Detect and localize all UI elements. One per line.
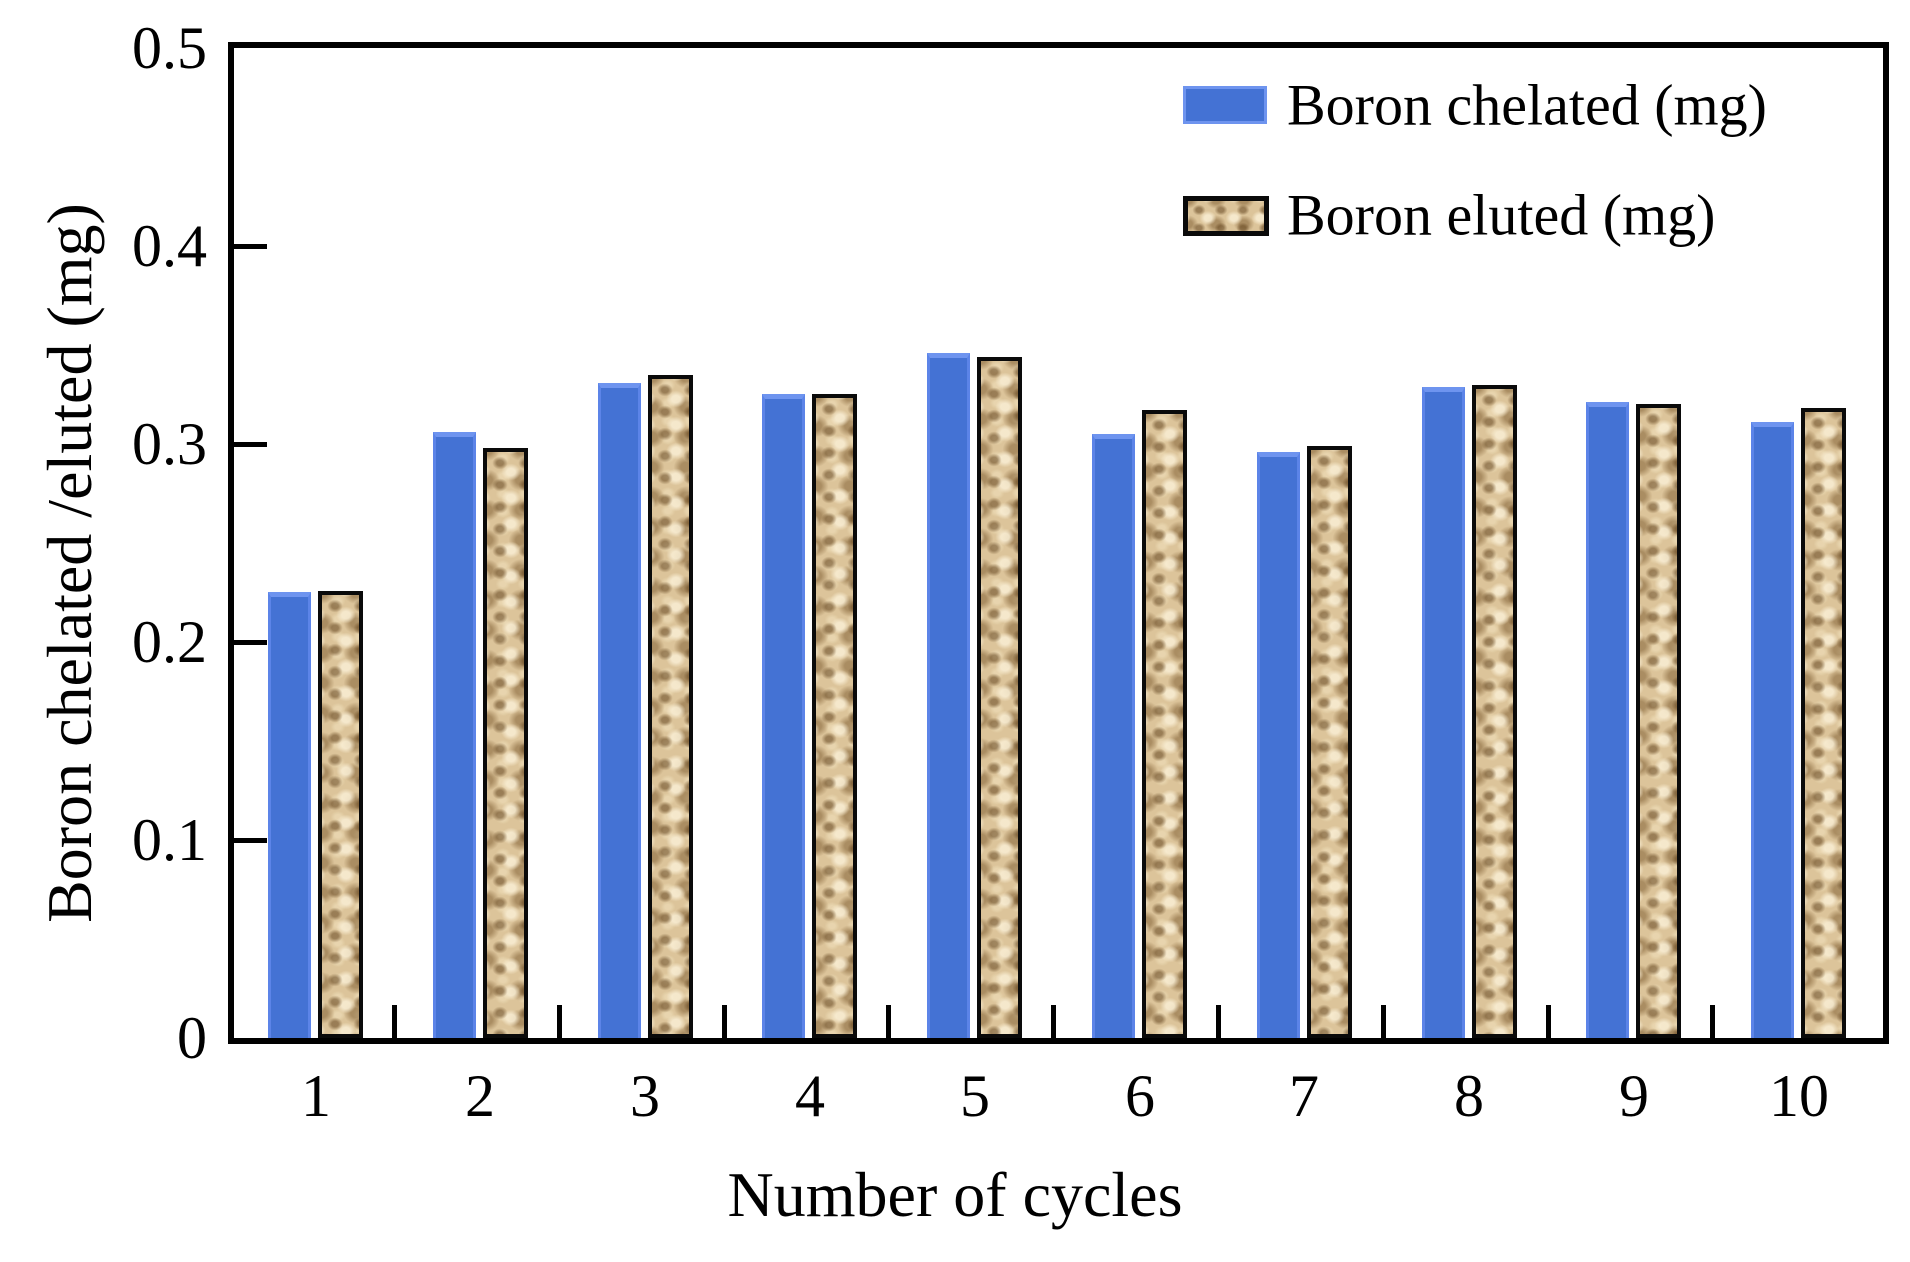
bar-chelated-cycle-7 bbox=[1257, 452, 1300, 1038]
bar-chelated-cycle-10 bbox=[1751, 422, 1794, 1038]
bar-chelated-cycle-1 bbox=[268, 592, 311, 1038]
x-tick-label-8: 8 bbox=[1454, 1063, 1484, 1129]
bar-eluted-cycle-2 bbox=[483, 448, 528, 1038]
y-tick-label-0.3: 0.3 bbox=[132, 411, 207, 477]
x-tick-label-2: 2 bbox=[465, 1063, 495, 1129]
bar-eluted-cycle-3 bbox=[648, 375, 693, 1038]
x-axis-boundary-tick bbox=[557, 1005, 562, 1038]
y-tick-label-0.1: 0.1 bbox=[132, 807, 207, 873]
bar-eluted-cycle-9 bbox=[1636, 404, 1681, 1038]
bar-chelated-cycle-5 bbox=[927, 353, 970, 1038]
y-axis-tick-0.4 bbox=[234, 244, 267, 249]
x-axis-boundary-tick bbox=[1051, 1005, 1056, 1038]
x-axis-title: Number of cycles bbox=[727, 1159, 1183, 1230]
y-axis-tick-0.3 bbox=[234, 442, 267, 447]
x-tick-label-3: 3 bbox=[630, 1063, 660, 1129]
x-tick-label-5: 5 bbox=[960, 1063, 990, 1129]
x-tick-label-7: 7 bbox=[1289, 1063, 1319, 1129]
legend-swatch-eluted bbox=[1183, 196, 1269, 236]
bar-eluted-cycle-7 bbox=[1307, 446, 1352, 1038]
legend-label-eluted: Boron eluted (mg) bbox=[1287, 182, 1716, 248]
bar-eluted-cycle-10 bbox=[1801, 408, 1846, 1038]
x-axis-boundary-tick bbox=[1216, 1005, 1221, 1038]
bar-eluted-cycle-4 bbox=[812, 394, 857, 1038]
bar-chelated-cycle-4 bbox=[762, 394, 805, 1038]
bar-chelated-cycle-2 bbox=[433, 432, 476, 1038]
x-tick-label-10: 10 bbox=[1769, 1063, 1829, 1129]
bar-chelated-cycle-3 bbox=[598, 383, 641, 1038]
bar-eluted-cycle-1 bbox=[318, 591, 363, 1038]
x-tick-label-1: 1 bbox=[301, 1063, 331, 1129]
y-tick-label-0: 0 bbox=[177, 1005, 207, 1071]
y-tick-label-0.2: 0.2 bbox=[132, 609, 207, 675]
legend-label-chelated: Boron chelated (mg) bbox=[1287, 72, 1767, 138]
x-axis-boundary-tick bbox=[1546, 1005, 1551, 1038]
x-tick-label-4: 4 bbox=[795, 1063, 825, 1129]
bar-chelated-cycle-9 bbox=[1586, 402, 1629, 1038]
plot-area bbox=[228, 42, 1889, 1044]
y-axis-title: Boron chelated /eluted (mg) bbox=[34, 203, 105, 923]
x-axis-boundary-tick bbox=[886, 1005, 891, 1038]
y-tick-label-0.5: 0.5 bbox=[132, 15, 207, 81]
x-axis-boundary-tick bbox=[392, 1005, 397, 1038]
bar-eluted-cycle-6 bbox=[1142, 410, 1187, 1038]
y-axis-tick-0.2 bbox=[234, 640, 267, 645]
bar-chelated-cycle-6 bbox=[1092, 434, 1135, 1038]
y-tick-label-0.4: 0.4 bbox=[132, 213, 207, 279]
x-axis-boundary-tick bbox=[722, 1005, 727, 1038]
bar-eluted-cycle-8 bbox=[1472, 385, 1517, 1038]
x-tick-label-9: 9 bbox=[1619, 1063, 1649, 1129]
y-axis-tick-0.1 bbox=[234, 838, 267, 843]
legend-swatch-chelated bbox=[1183, 86, 1267, 124]
bar-eluted-cycle-5 bbox=[977, 357, 1022, 1038]
x-axis-boundary-tick bbox=[1710, 1005, 1715, 1038]
bar-chelated-cycle-8 bbox=[1422, 387, 1465, 1038]
x-tick-label-6: 6 bbox=[1125, 1063, 1155, 1129]
x-axis-boundary-tick bbox=[1381, 1005, 1386, 1038]
